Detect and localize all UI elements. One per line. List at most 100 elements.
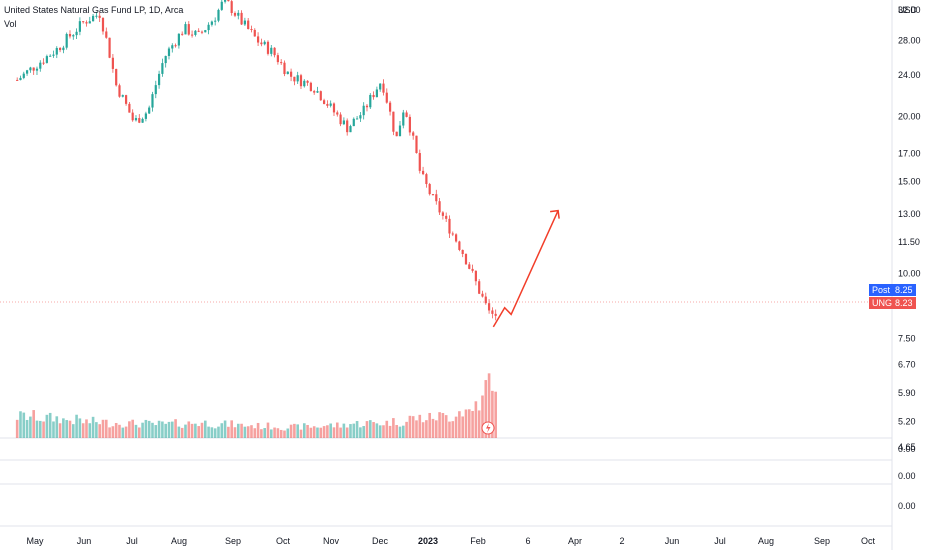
candle-body (286, 71, 289, 75)
volume-bar (352, 423, 356, 438)
volume-bar (464, 409, 468, 438)
candle-body (454, 234, 458, 242)
candle-body (16, 79, 19, 81)
volume-bar (98, 424, 101, 438)
candle-body (289, 71, 293, 77)
candle-body (451, 233, 454, 235)
time-tick: Jun (77, 536, 92, 546)
volume-bar (170, 421, 174, 438)
volume-bar (256, 422, 260, 438)
candle-body (402, 112, 405, 126)
candle-body (78, 21, 81, 32)
volume-bar (444, 415, 448, 438)
volume-bar (461, 416, 464, 438)
candle-body (425, 174, 428, 185)
volume-bar (454, 416, 458, 438)
volume-bar (388, 425, 392, 438)
volume-bar (408, 415, 412, 438)
volume-bar (180, 427, 184, 438)
candle-body (45, 56, 48, 63)
candle-body (421, 170, 425, 175)
price-tick: 4.65 (898, 442, 916, 452)
candle-body (68, 33, 72, 37)
time-tick: 2 (619, 536, 624, 546)
forecast-arrow[interactable] (492, 210, 559, 328)
time-tick: Dec (372, 536, 389, 546)
time-tick: 6 (525, 536, 530, 546)
candle-body (151, 94, 154, 108)
volume-bar (415, 420, 418, 438)
candle-body (428, 184, 431, 195)
candle-body (379, 83, 382, 90)
candle-body (124, 95, 128, 104)
volume-bar (250, 425, 253, 438)
volume-bar (134, 424, 138, 438)
candle-body (250, 29, 253, 31)
volume-bar (131, 419, 134, 438)
volume-bar (81, 423, 85, 438)
volume-bar (273, 427, 276, 438)
time-tick: Aug (171, 536, 187, 546)
candle-body (187, 24, 190, 35)
volume-bar (95, 422, 98, 438)
volume-bar (425, 420, 428, 438)
time-tick: Feb (470, 536, 486, 546)
volume-bar (38, 420, 42, 438)
candle-body (461, 249, 464, 255)
badge-value-bg (892, 297, 916, 309)
candles (16, 0, 497, 321)
candle-body (82, 21, 85, 23)
forecast-arrow-head (550, 209, 560, 219)
candle-body (412, 132, 415, 136)
candle-body (464, 254, 468, 265)
time-tick: May (26, 536, 44, 546)
volume-bar (101, 419, 105, 438)
volume-bar (276, 428, 280, 438)
volume-bar (494, 391, 497, 438)
alert-icon[interactable] (481, 421, 495, 435)
candle-body (276, 55, 279, 63)
candle-body (62, 47, 65, 51)
volume-bar (35, 420, 39, 438)
volume-bar (137, 427, 141, 438)
volume-bar (203, 420, 207, 438)
candle-body (260, 42, 263, 45)
candle-body (481, 293, 484, 297)
candle-body (342, 120, 345, 125)
volume-bar (124, 426, 128, 438)
volume-bar (484, 380, 488, 438)
candle-body (138, 118, 141, 123)
candle-body (280, 62, 283, 64)
volume-bar (293, 423, 296, 438)
volume-bar (88, 423, 92, 438)
candle-body (29, 67, 32, 71)
volume-bar (368, 420, 372, 438)
volume-bar (365, 421, 369, 438)
badge-value: 8.25 (895, 285, 913, 295)
candle-body (111, 57, 114, 69)
volume-label: Vol (4, 19, 17, 29)
candle-body (101, 17, 105, 32)
volume-bar (62, 418, 65, 438)
volume-bar (45, 414, 49, 438)
volume-bar (227, 426, 230, 438)
candle-body (174, 45, 177, 47)
volume-bar (246, 426, 250, 438)
candle-body (445, 215, 448, 219)
price-tick: 7.50 (898, 334, 916, 344)
candle-body (194, 30, 197, 35)
volume-bar (217, 426, 220, 438)
candle-body (115, 68, 118, 86)
price-tick: 5.20 (898, 417, 916, 427)
volume-bar (326, 425, 329, 438)
candle-body (121, 95, 124, 97)
volume-bar (25, 419, 29, 438)
candle-body (171, 45, 174, 49)
badge-label-bg (869, 284, 892, 296)
volume-bar (141, 422, 144, 438)
volume-bar (230, 420, 233, 438)
time-axis: May Jun Jul Aug Sep Oct Nov Dec 2023 Feb 6 Apr 2 Jun J… (26, 536, 875, 546)
time-tick: Aug (758, 536, 774, 546)
candle-body (141, 118, 144, 123)
